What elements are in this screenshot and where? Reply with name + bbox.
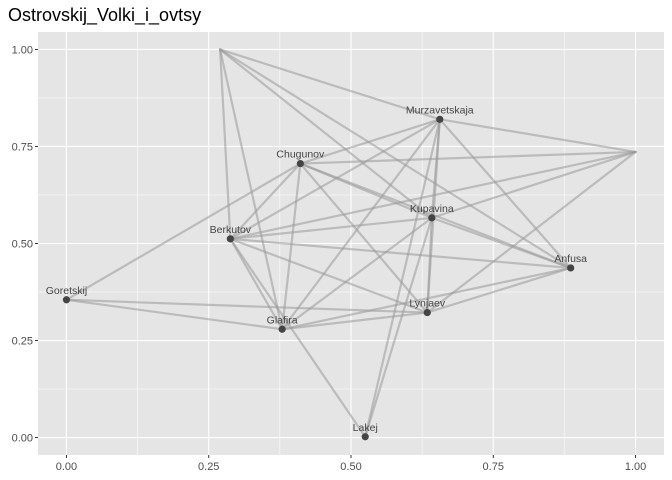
network-edge [229,150,637,240]
network-edge [229,162,302,240]
node-point [278,325,286,333]
y-tick-label: 0.00 [12,433,33,445]
network-edge [219,48,284,331]
node-labels: Murzavetskaja Chugunov Kupavina Berkutov Anf… [46,104,587,433]
network-edge [229,237,367,438]
x-tick-label: 0.25 [198,461,219,473]
network-edge [299,150,637,165]
y-tick-label: 0.25 [12,336,33,348]
x-tick-label: 0.00 [56,461,77,473]
network-edge [219,48,232,240]
network-edge [364,118,441,438]
node-label: Glafira [267,314,298,326]
network-edge [364,216,433,438]
network-edge [65,162,302,301]
node-label: Chugunov [276,149,325,161]
node-label: Goretskij [46,285,87,297]
node-point [428,214,436,222]
network-nodes [62,115,575,441]
network-edge [65,298,284,331]
node-label: Berkutov [210,224,252,236]
x-tick-label: 1.00 [625,461,646,473]
network-edge [229,237,284,331]
node-point [226,235,234,243]
network-edge [426,150,637,314]
x-tick-label: 0.50 [340,461,361,473]
network-edge [219,48,572,270]
network-edge [229,237,572,270]
x-tick-label: 0.75 [483,461,504,473]
y-tick-label: 1.00 [12,44,33,56]
x-axis: 0.00 0.25 0.50 0.75 1.00 [56,455,646,473]
node-label: Kupavina [410,203,454,215]
node-label: Lakej [353,422,378,434]
network-edge [281,216,433,331]
network-edges [65,48,637,438]
network-edge [281,266,572,331]
y-tick-label: 0.50 [12,239,33,251]
network-edge [229,237,429,314]
node-label: Lynjaev [409,298,446,310]
major-gridlines [38,32,664,455]
node-point [436,115,444,123]
node-point [296,159,304,168]
network-edge [438,118,637,154]
network-edge [299,162,429,314]
network-edge [229,216,433,240]
network-edge [219,48,433,219]
node-point [567,264,575,272]
network-edge [430,150,637,219]
network-edge [219,48,441,121]
node-point [361,433,369,441]
network-edge [281,162,302,331]
network-edge [299,118,441,165]
network-edge [426,266,572,314]
node-point [62,296,71,304]
node-point [423,308,431,317]
y-axis: 0.00 0.25 0.50 0.75 1.00 [12,44,38,445]
y-tick-label: 0.75 [12,141,33,153]
network-edge [426,216,433,314]
node-label: Murzavetskaja [406,104,474,116]
node-label: Anfusa [554,253,587,265]
network-edge [281,311,429,331]
network-edge [430,216,572,270]
chart-title: Ostrovskij_Volki_i_ovtsy [8,5,201,26]
